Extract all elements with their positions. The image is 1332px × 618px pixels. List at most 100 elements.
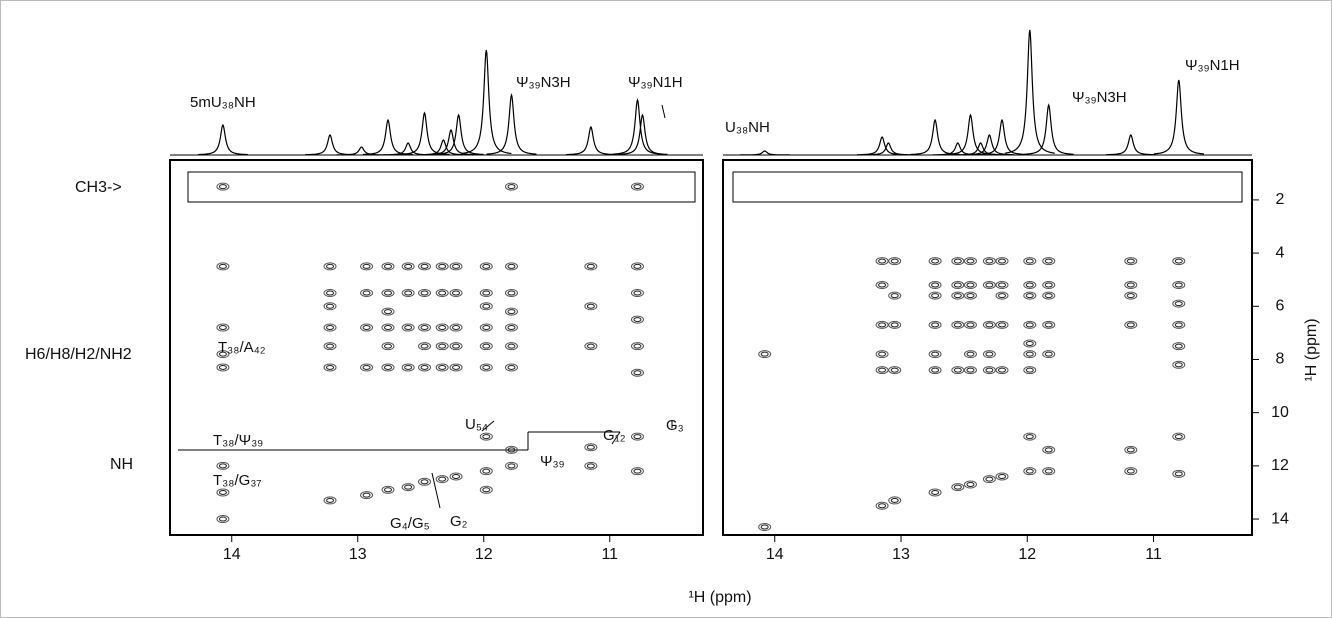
cross-peak [951,366,965,375]
contour [963,480,977,489]
contour [507,364,516,370]
cross-peak [504,307,518,316]
contour [951,366,965,375]
contour [1023,366,1037,375]
cross-peak [323,342,337,351]
annotation: G₁₂ [603,427,626,444]
contour [507,290,516,296]
contour [507,463,516,469]
cross-peak [360,363,374,372]
contour [878,367,887,373]
contour [1172,299,1186,308]
contour [216,461,230,470]
contour [504,182,518,191]
contour [633,290,642,296]
cross-peak [1023,350,1037,359]
contour [420,343,429,349]
cross-peak [982,366,996,375]
contour [1124,291,1138,300]
contour [875,257,889,266]
contour [953,293,962,299]
cross-peak [479,432,493,441]
contour [216,488,230,497]
cross-peak [963,366,977,375]
contour [362,492,371,498]
cross-peak [479,302,493,311]
cross-peak [323,496,337,505]
contour [878,282,887,288]
contour [218,325,227,331]
contour [507,309,516,315]
contour [381,363,395,372]
x-tick-label: 12 [1018,546,1036,563]
contour [1042,257,1056,266]
contour [998,367,1007,373]
contour [1174,322,1183,328]
cross-peak [360,288,374,297]
contour [504,307,518,316]
contour [420,263,429,269]
contour [1126,282,1135,288]
contour [504,342,518,351]
cross-peak [1124,445,1138,454]
contour [1042,350,1056,359]
contour [963,320,977,329]
cross-peak [1023,432,1037,441]
contour [452,263,461,269]
contour [1126,322,1135,328]
contour [630,342,644,351]
contour [888,366,902,375]
annotation: G₂ [450,513,468,530]
cross-peak [418,477,432,486]
cross-peak [216,461,230,470]
contour [360,323,374,332]
contour [1126,447,1135,453]
cross-peak [418,323,432,332]
contour [586,444,595,450]
contour [435,475,449,484]
contour [323,323,337,332]
contour [381,307,395,316]
contour [995,257,1009,266]
cross-peak [982,350,996,359]
ch3-box [732,171,1243,203]
contour [630,467,644,476]
contour [1174,301,1183,307]
cross-peak [418,363,432,372]
contour [383,309,392,315]
contour [878,351,887,357]
contour [982,366,996,375]
ch3-box [187,171,696,203]
contour [760,351,769,357]
cross-peak [479,323,493,332]
contour [875,350,889,359]
contour [966,258,975,264]
contour [404,364,413,370]
contour [995,320,1009,329]
y-tick-label: 12 [1271,457,1289,474]
cross-peak [216,262,230,271]
contour [1172,281,1186,289]
contour [482,263,491,269]
contour [1025,282,1034,288]
contour [1023,350,1037,359]
contour [362,325,371,331]
contour [452,325,461,331]
contour [878,503,887,509]
contour [401,288,415,297]
cross-peak [963,257,977,266]
contour [1025,341,1034,347]
contour [890,322,899,328]
cross-peak [1124,281,1138,289]
annotation: Ψ₃₉N3H [516,74,571,91]
contour [452,473,461,479]
contour [449,288,463,297]
contour [1174,282,1183,288]
contour [953,367,962,373]
contour [326,263,335,269]
contour [383,487,392,493]
contour [216,262,230,271]
contour [438,290,447,296]
contour [401,262,415,271]
cross-peak [381,342,395,351]
